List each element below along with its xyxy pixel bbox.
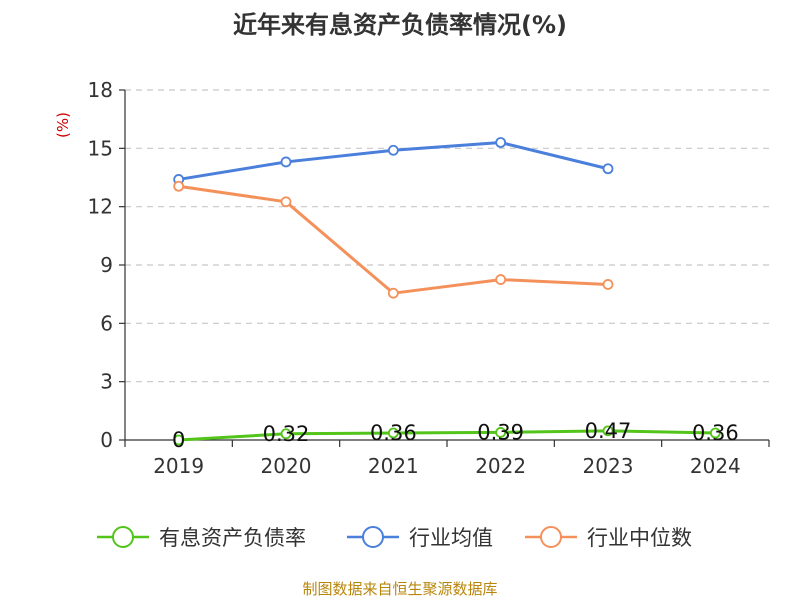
data-point[interactable] [280,428,292,440]
axes: 0 3 6 9 12 15 18 2019 2020 2021 2022 2023 2024 [88,78,770,478]
y-tick-label: 9 [100,253,113,277]
legend-label: 行业中位数 [587,526,692,550]
data-point[interactable] [280,196,292,208]
grid-lines [125,89,769,383]
data-label: 0.36 [370,421,417,445]
data-point[interactable] [173,434,185,446]
y-tick-label: 12 [88,195,113,219]
data-source-note: 制图数据来自恒生聚源数据库 [302,580,497,598]
legend-item[interactable]: 行业中位数 [525,526,692,550]
data-label: 0.32 [263,422,310,446]
data-label: 0.39 [477,420,524,444]
series-2 [173,180,614,299]
data-point[interactable] [387,427,399,439]
y-tick-label: 15 [88,136,113,160]
legend-item[interactable]: 行业均值 [347,526,493,550]
data-point[interactable] [495,274,507,285]
data-point[interactable] [495,137,507,148]
series-lines [173,137,721,446]
x-tick-label: 2020 [261,454,312,478]
legend-label: 行业均值 [409,526,493,550]
series-1 [173,137,614,185]
data-label: 0.47 [585,419,632,443]
data-point[interactable] [495,427,507,438]
series-0 [173,425,721,446]
data-labels: 0 0.32 0.36 0.39 0.47 0.36 [172,419,739,452]
data-point[interactable] [387,144,399,156]
data-point[interactable] [280,156,292,168]
legend-marker-icon [362,526,384,548]
y-tick-label: 3 [100,370,113,394]
data-point[interactable] [387,287,399,299]
legend-item[interactable]: 有息资产负债率 [97,526,306,550]
legend-marker-icon [112,526,134,548]
data-point[interactable] [602,425,614,437]
legend-label: 有息资产负债率 [159,526,306,550]
y-tick-label: 0 [100,428,113,452]
x-tick-label: 2022 [475,454,526,478]
y-axis-unit-label: (%) [54,112,72,138]
x-tick-label: 2023 [583,454,634,478]
data-point[interactable] [602,163,614,175]
y-tick-label: 6 [100,311,113,335]
data-point[interactable] [709,427,721,439]
x-tick-label: 2021 [368,454,419,478]
data-label: 0.36 [692,421,739,445]
legend[interactable]: 有息资产负债率 行业均值 行业中位数 [97,526,692,550]
series-line [178,429,716,442]
x-tick-label: 2024 [690,454,741,478]
chart-title: 近年来有息资产负债率情况(%) [233,11,567,39]
data-point[interactable] [173,180,185,192]
y-tick-label: 18 [88,78,113,102]
data-point[interactable] [602,279,614,290]
legend-marker-icon [540,526,562,548]
x-tick-label: 2019 [153,454,204,478]
data-label: 0 [172,428,185,452]
series-line [178,184,609,295]
